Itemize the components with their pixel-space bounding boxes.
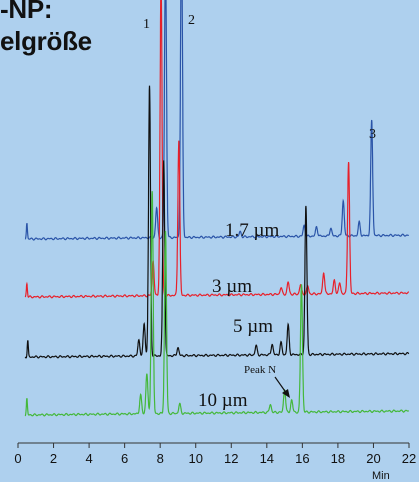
peak-n-annotation: Peak N [244, 364, 276, 376]
x-tick-label-22: 22 [402, 451, 416, 466]
x-tick-label-10: 10 [188, 451, 202, 466]
x-tick-label-16: 16 [295, 451, 309, 466]
peak-label-3: 3 [369, 127, 376, 142]
x-tick-label-18: 18 [331, 451, 345, 466]
series-line-3 [24, 191, 410, 417]
x-tick-label-2: 2 [50, 451, 57, 466]
x-tick-label-8: 8 [157, 451, 164, 466]
x-tick-label-0: 0 [14, 451, 21, 466]
series-layer [24, 0, 410, 417]
series-label-5um: 5 µm [233, 316, 273, 337]
x-tick-label-20: 20 [366, 451, 380, 466]
title-line-1: -NP: [0, 0, 53, 24]
series-line-2 [24, 85, 410, 359]
x-tick-label-12: 12 [224, 451, 238, 466]
series-label-1-7um: 1.7 µm [225, 220, 279, 241]
x-tick-label-14: 14 [260, 451, 274, 466]
series-label-10um: 10 µm [198, 390, 248, 411]
x-axis-label: Min [372, 470, 390, 482]
series-line-0 [24, 0, 410, 241]
title-line-2: elgröße [0, 26, 92, 56]
x-axis-ticks: 0 2 4 6 8 10 12 14 16 18 20 22 [14, 443, 416, 466]
x-tick-label-4: 4 [85, 451, 92, 466]
peak-label-1: 1 [143, 17, 150, 32]
series-line-1 [24, 0, 410, 299]
peak-n-arrowhead [282, 389, 290, 398]
series-label-3um: 3 µm [212, 276, 252, 297]
peak-label-2: 2 [188, 13, 195, 28]
x-tick-label-6: 6 [121, 451, 128, 466]
